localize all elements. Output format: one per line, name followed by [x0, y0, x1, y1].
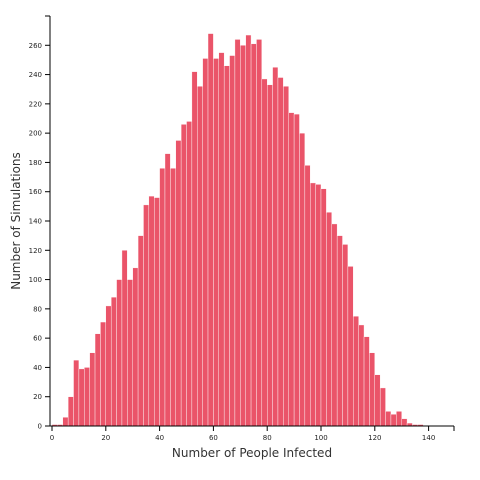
- histogram-bar: [401, 418, 408, 427]
- histogram-bar: [336, 235, 343, 427]
- histogram-bar: [73, 359, 80, 427]
- histogram-bar: [342, 244, 349, 427]
- histogram-bar: [67, 396, 74, 427]
- y-axis: 0 20 40 60 80 100 120 140 160 180 200 220 240 260: [29, 15, 51, 431]
- y-tick-label: 160: [29, 188, 42, 196]
- histogram-bar: [213, 58, 219, 427]
- x-tick-label: 100: [314, 434, 327, 442]
- histogram-bar: [245, 34, 252, 427]
- y-tick-label: 0: [38, 423, 42, 431]
- histogram-bar: [148, 195, 155, 427]
- histogram-bar: [127, 279, 133, 427]
- y-tick-label: 80: [33, 305, 42, 313]
- histogram-bar: [218, 52, 225, 427]
- histogram-bar: [132, 267, 139, 427]
- x-tick-label: 0: [50, 434, 54, 442]
- y-tick-label: 140: [29, 218, 42, 226]
- histogram-bar: [267, 84, 273, 427]
- histogram-bar: [331, 223, 338, 427]
- histogram-bar: [288, 112, 295, 427]
- histogram-bar: [154, 197, 160, 427]
- histogram-bar: [159, 168, 166, 427]
- x-tick-label: 80: [263, 434, 272, 442]
- histogram-bar: [234, 39, 241, 427]
- histogram-bar: [116, 279, 123, 427]
- histogram-bar: [363, 336, 370, 427]
- histogram-bar: [164, 153, 171, 427]
- x-axis: 0 20 40 60 80 100 120 140: [50, 425, 455, 442]
- histogram-bar: [202, 58, 209, 427]
- histogram-bar: [94, 333, 101, 427]
- histogram-bar: [175, 140, 182, 427]
- histogram-bar: [396, 411, 402, 427]
- histogram-bar: [261, 78, 268, 427]
- histogram-bar: [299, 132, 306, 427]
- histogram-bar: [62, 417, 69, 427]
- histogram-bar: [315, 184, 322, 427]
- y-tick-label: 180: [29, 159, 42, 167]
- histogram-bar: [137, 235, 144, 427]
- x-tick-label: 120: [368, 434, 381, 442]
- x-tick-label: 40: [155, 434, 164, 442]
- y-tick-label: 40: [33, 364, 42, 372]
- histogram-bar: [110, 296, 117, 427]
- histogram-bar: [283, 86, 289, 427]
- histogram-bar: [197, 86, 203, 427]
- histogram-bar: [390, 414, 397, 427]
- histogram-bar: [353, 315, 359, 427]
- y-tick-label: 20: [33, 393, 42, 401]
- histogram-bar: [293, 113, 300, 427]
- x-tick-label: 140: [422, 434, 435, 442]
- histogram-bar: [78, 368, 85, 427]
- histogram-bar: [385, 411, 392, 427]
- histogram-bar: [143, 204, 150, 427]
- y-tick-label: 100: [29, 276, 42, 284]
- y-tick-label: 220: [29, 100, 42, 108]
- histogram-bar: [89, 352, 96, 427]
- x-tick-label: 60: [209, 434, 218, 442]
- histogram-bar: [207, 33, 214, 427]
- histogram-bar: [379, 387, 386, 427]
- histogram-bar: [121, 250, 128, 427]
- histogram-bar: [84, 367, 90, 427]
- histogram-bar: [326, 212, 332, 427]
- histogram-bar: [191, 71, 198, 427]
- y-tick-label: 120: [29, 247, 42, 255]
- histogram-bar: [358, 324, 365, 427]
- histogram-bar: [223, 65, 230, 427]
- x-axis-title: Number of People Infected: [172, 446, 332, 460]
- histogram-bar: [256, 39, 263, 427]
- x-tick-label: 20: [101, 434, 110, 442]
- histogram-bar: [250, 43, 257, 427]
- y-tick-label: 240: [29, 71, 42, 79]
- histogram-bar: [229, 55, 236, 427]
- y-tick-label: 260: [29, 42, 42, 50]
- histogram-bar: [310, 182, 316, 427]
- histogram-bar: [374, 374, 381, 427]
- histogram-bar: [277, 77, 284, 427]
- y-tick-label: 60: [33, 335, 42, 343]
- histogram-bar: [105, 305, 112, 427]
- histogram-bar: [180, 124, 187, 427]
- histogram-bar: [100, 321, 106, 427]
- histogram-bar: [170, 168, 176, 427]
- histogram-bar: [272, 67, 279, 427]
- histogram-bar: [369, 352, 376, 427]
- histogram-bar: [347, 266, 354, 427]
- y-axis-title: Number of Simulations: [9, 152, 23, 290]
- bars-group: [51, 33, 424, 427]
- histogram-bar: [320, 188, 327, 427]
- histogram-bar: [304, 165, 311, 427]
- histogram-bar: [240, 45, 246, 427]
- y-tick-label: 200: [29, 130, 42, 138]
- histogram-bar: [186, 121, 193, 427]
